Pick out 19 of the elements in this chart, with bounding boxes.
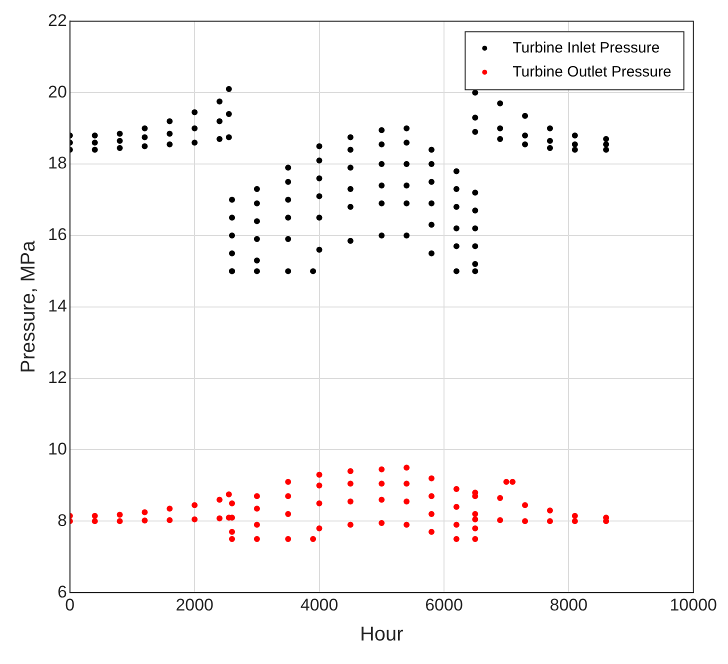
y-tick-label: 6 xyxy=(57,582,67,602)
y-tick-label: 20 xyxy=(48,82,67,102)
x-tick-label: 2000 xyxy=(176,595,214,614)
x-tick-label: 8000 xyxy=(550,595,588,614)
x-tick-label: 10000 xyxy=(670,595,718,614)
legend-label: Turbine Outlet Pressure xyxy=(512,63,672,80)
x-tick-label: 4000 xyxy=(300,595,338,614)
y-tick-label: 18 xyxy=(48,154,67,173)
y-tick-label: 10 xyxy=(48,439,67,458)
y-tick-label: 12 xyxy=(48,368,67,388)
y-tick-label: 22 xyxy=(48,10,67,30)
x-tick-label: 6000 xyxy=(425,595,463,614)
x-axis-title: Hour xyxy=(360,624,404,646)
y-axis-title: Pressure, MPa xyxy=(18,240,40,374)
y-tick-label: 14 xyxy=(48,296,67,316)
legend-label: Turbine Inlet Pressure xyxy=(512,39,660,56)
y-tick-label: 8 xyxy=(57,510,67,530)
y-tick-label: 16 xyxy=(48,225,67,244)
x-tick-label: 0 xyxy=(65,595,75,614)
